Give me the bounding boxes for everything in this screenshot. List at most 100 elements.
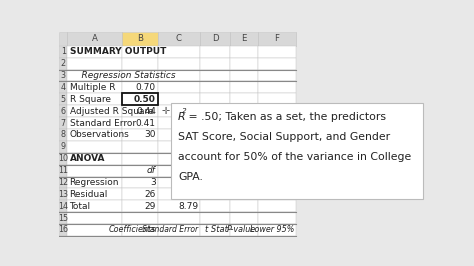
Bar	[158, 32, 200, 46]
Bar	[67, 153, 122, 165]
Bar	[59, 153, 67, 165]
Bar	[59, 117, 67, 129]
Bar	[258, 200, 296, 212]
Bar	[158, 153, 200, 165]
Bar	[59, 32, 296, 236]
Text: Regression Statistics: Regression Statistics	[70, 71, 175, 80]
Bar	[258, 58, 296, 70]
Text: C: C	[176, 34, 182, 43]
Text: 2: 2	[61, 59, 66, 68]
Bar	[67, 81, 122, 93]
Bar	[258, 153, 296, 165]
Bar	[230, 81, 258, 93]
Bar	[230, 58, 258, 70]
Text: 4: 4	[61, 83, 66, 92]
Bar	[59, 58, 67, 70]
Bar	[230, 32, 258, 46]
Bar	[67, 105, 122, 117]
Text: 1: 1	[61, 47, 66, 56]
Bar	[230, 177, 258, 188]
Bar	[122, 165, 158, 177]
Text: Observations: Observations	[70, 130, 129, 139]
Bar	[59, 46, 67, 58]
Bar	[171, 103, 423, 199]
Text: Standard Error: Standard Error	[70, 119, 136, 128]
Bar	[67, 32, 122, 46]
Text: 0.17: 0.17	[208, 190, 228, 199]
Text: Significance F: Significance F	[238, 166, 294, 175]
Bar	[230, 105, 258, 117]
Text: SAT Score, Social Support, and Gender: SAT Score, Social Support, and Gender	[178, 132, 390, 142]
Bar	[158, 129, 200, 141]
Text: ✛: ✛	[161, 106, 170, 116]
Bar	[158, 46, 200, 58]
Bar	[230, 153, 258, 165]
Bar	[122, 200, 158, 212]
Text: ANOVA: ANOVA	[70, 154, 105, 163]
Bar	[158, 200, 200, 212]
Text: A: A	[91, 34, 98, 43]
Bar	[258, 165, 296, 177]
Bar	[122, 70, 158, 81]
Text: GPA.: GPA.	[178, 172, 203, 182]
Bar	[59, 141, 67, 153]
Bar	[200, 81, 230, 93]
Bar	[200, 58, 230, 70]
Bar	[258, 177, 296, 188]
Text: 9: 9	[61, 142, 66, 151]
Text: 8.79: 8.79	[178, 202, 198, 211]
Text: Multiple R: Multiple R	[70, 83, 115, 92]
Text: SS: SS	[187, 166, 198, 175]
Text: t Stat: t Stat	[205, 226, 228, 235]
Text: 14: 14	[58, 202, 68, 211]
Bar	[59, 177, 67, 188]
Text: P-value: P-value	[227, 226, 256, 235]
Bar	[67, 117, 122, 129]
Text: 11: 11	[58, 166, 68, 175]
Text: 1.45: 1.45	[208, 178, 228, 187]
Bar	[158, 224, 200, 236]
Bar	[230, 188, 258, 200]
Bar	[200, 141, 230, 153]
Bar	[258, 32, 296, 46]
Bar	[59, 188, 67, 200]
Bar	[59, 70, 67, 81]
Text: 0.44: 0.44	[136, 107, 156, 116]
Bar	[122, 212, 158, 224]
Bar	[122, 32, 158, 46]
Bar	[200, 188, 230, 200]
Text: F: F	[274, 34, 279, 43]
Bar	[67, 58, 122, 70]
Bar	[200, 46, 230, 58]
Bar	[258, 70, 296, 81]
Bar	[258, 46, 296, 58]
Bar	[200, 117, 230, 129]
Bar	[67, 177, 122, 188]
Text: 15: 15	[58, 214, 68, 223]
Text: MS: MS	[215, 166, 228, 175]
Bar	[59, 105, 67, 117]
Bar	[200, 129, 230, 141]
Bar	[67, 93, 122, 105]
Bar	[200, 200, 230, 212]
Bar	[200, 177, 230, 188]
Bar	[122, 46, 158, 58]
Text: 0.70: 0.70	[136, 83, 156, 92]
Text: 8.51: 8.51	[236, 178, 256, 187]
Text: R: R	[178, 112, 185, 122]
Text: Standard Error: Standard Error	[142, 226, 198, 235]
Text: df: df	[147, 166, 156, 175]
Bar	[59, 200, 67, 212]
Bar	[122, 141, 158, 153]
Bar	[59, 165, 67, 177]
Text: 10: 10	[58, 154, 68, 163]
Text: F: F	[251, 166, 256, 175]
Bar	[200, 224, 230, 236]
Bar	[122, 188, 158, 200]
Text: 8: 8	[61, 130, 66, 139]
Text: = .50; Taken as a set, the predictors: = .50; Taken as a set, the predictors	[184, 112, 385, 122]
Bar	[158, 177, 200, 188]
Bar	[158, 70, 200, 81]
Bar	[158, 165, 200, 177]
Bar	[158, 58, 200, 70]
